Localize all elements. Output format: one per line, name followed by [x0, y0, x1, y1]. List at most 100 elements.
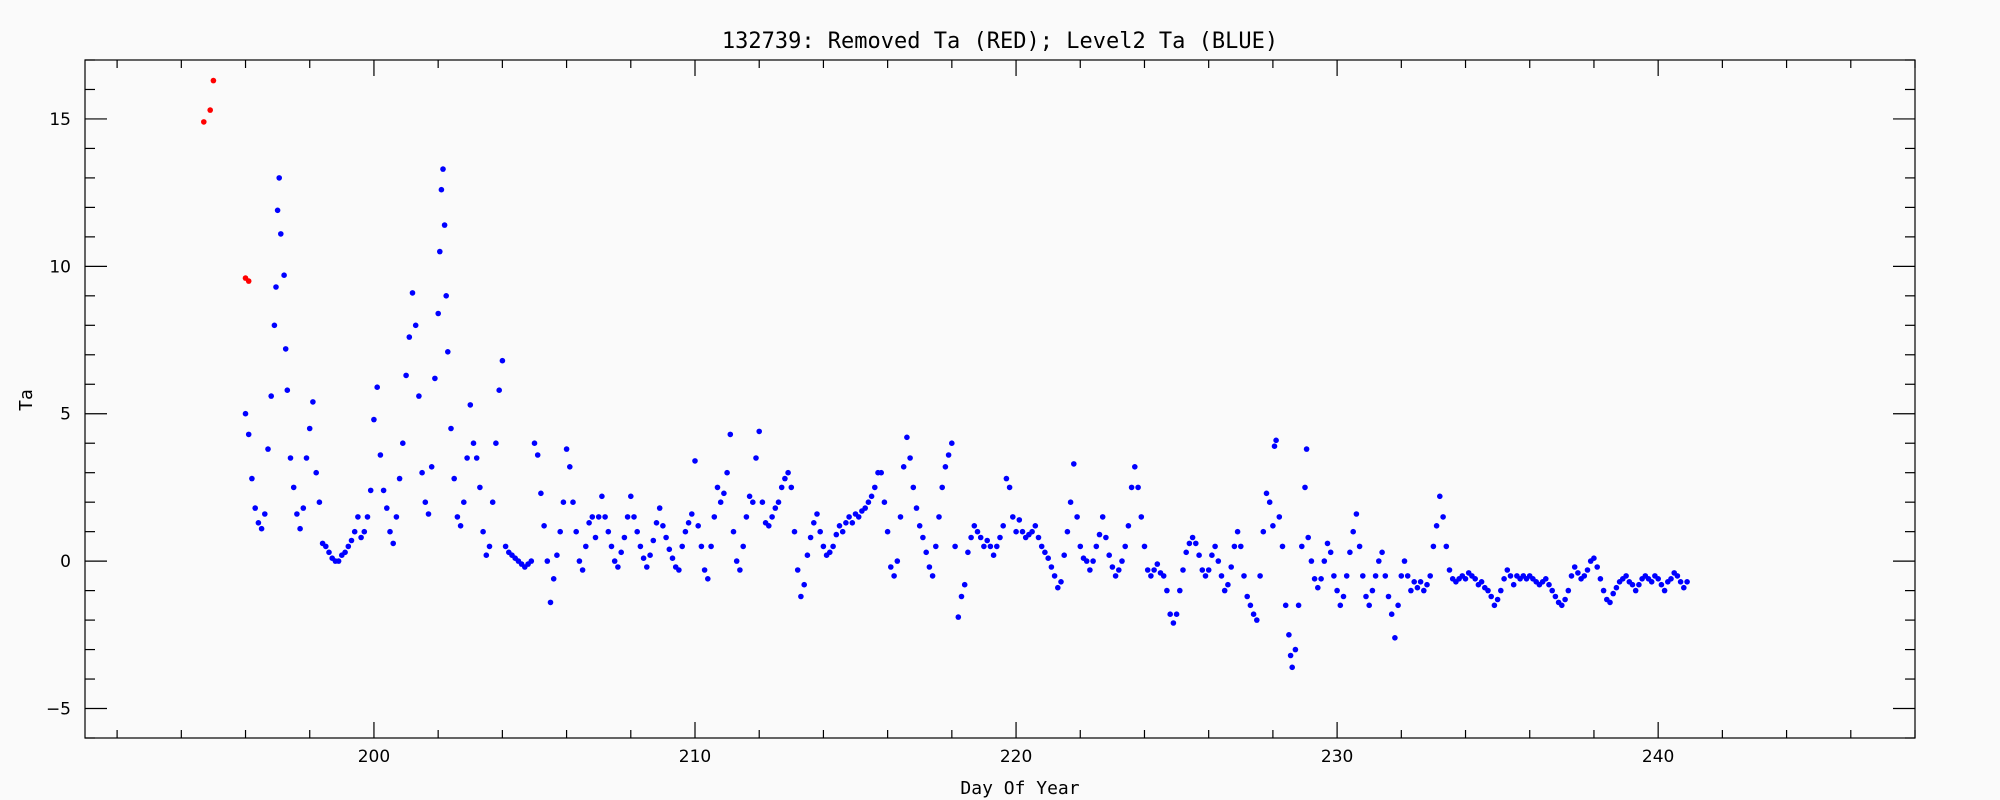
level2-point — [936, 514, 942, 520]
level2-point — [1189, 534, 1196, 541]
level2-point — [1106, 552, 1112, 558]
level2-point — [608, 543, 615, 550]
level2-point — [1029, 528, 1035, 535]
level2-point — [457, 523, 464, 529]
level2-point — [473, 455, 480, 461]
level2-point — [1343, 573, 1350, 579]
level2-point — [1485, 587, 1491, 594]
level2-point — [1257, 573, 1263, 579]
level2-point — [1193, 540, 1199, 547]
level2-point — [592, 534, 599, 541]
level2-point — [477, 484, 483, 491]
level2-point — [1116, 567, 1122, 573]
level2-point — [400, 440, 406, 447]
level2-point — [1064, 528, 1071, 535]
level2-point — [949, 440, 955, 447]
level2-point — [1122, 543, 1128, 550]
level2-point — [255, 520, 262, 526]
level2-point — [1507, 573, 1514, 579]
level2-point — [1632, 587, 1639, 594]
level2-point — [1135, 484, 1141, 491]
level2-point — [1119, 558, 1125, 564]
level2-point — [380, 487, 387, 494]
level2-point — [952, 543, 958, 550]
level2-point — [778, 484, 785, 491]
level2-point — [656, 505, 663, 511]
level2-point — [965, 549, 971, 556]
level2-point — [1144, 567, 1151, 573]
level2-point — [538, 490, 544, 497]
level2-point — [1051, 573, 1058, 579]
level2-point — [615, 564, 621, 570]
level2-point — [1321, 558, 1328, 564]
level2-point — [316, 499, 323, 506]
level2-point — [1552, 593, 1559, 600]
level2-point — [750, 499, 756, 506]
level2-point — [1337, 602, 1344, 609]
level2-point — [1498, 587, 1504, 594]
level2-point — [872, 484, 878, 491]
level2-point — [1010, 514, 1016, 520]
level2-point — [1571, 564, 1578, 570]
level2-point — [1164, 587, 1170, 594]
level2-point — [1228, 564, 1234, 570]
level2-point — [313, 469, 320, 476]
level2-point — [1327, 549, 1334, 556]
level2-point — [412, 322, 419, 329]
level2-point — [1549, 587, 1555, 594]
level2-point — [589, 514, 596, 520]
level2-point — [425, 511, 432, 517]
y-axis-label: Ta — [16, 389, 37, 411]
level2-point — [804, 552, 811, 558]
level2-point — [1353, 511, 1360, 517]
level2-point — [1215, 558, 1222, 564]
level2-point — [904, 434, 910, 441]
level2-point — [342, 549, 348, 556]
level2-point — [1019, 528, 1026, 535]
level2-point — [916, 523, 923, 529]
level2-point — [242, 410, 249, 417]
level2-point — [1401, 558, 1408, 564]
level2-point — [1677, 579, 1684, 585]
level2-point — [1061, 552, 1067, 558]
level2-point — [387, 528, 393, 535]
level2-point — [1109, 564, 1116, 570]
level2-point — [1600, 587, 1607, 594]
level2-point — [733, 558, 740, 564]
level2-point — [1260, 528, 1267, 535]
level2-point — [364, 514, 371, 520]
level2-point — [1087, 567, 1093, 573]
level2-point — [348, 537, 355, 544]
level2-point — [403, 372, 409, 379]
level2-point — [437, 248, 443, 255]
level2-point — [454, 514, 461, 520]
level2-point — [576, 558, 583, 564]
level2-point — [1183, 549, 1189, 556]
level2-point — [1658, 581, 1665, 588]
level2-point — [1270, 523, 1276, 529]
level2-point — [1404, 573, 1411, 579]
level2-point — [1311, 576, 1318, 582]
level2-point — [605, 528, 612, 535]
level2-point — [547, 599, 554, 606]
level2-point — [1295, 602, 1302, 609]
level2-point — [907, 455, 913, 461]
level2-point — [396, 475, 403, 482]
level2-point — [1167, 611, 1173, 617]
level2-point — [1392, 635, 1398, 641]
level2-point — [910, 484, 917, 491]
level2-point — [1276, 514, 1283, 520]
level2-point — [1324, 540, 1331, 547]
level2-point — [987, 543, 994, 550]
level2-point — [1559, 602, 1565, 609]
level2-point — [977, 534, 984, 541]
level2-point — [1668, 576, 1674, 582]
level2-point — [1112, 573, 1119, 579]
level2-point — [1090, 558, 1096, 564]
level2-point — [1430, 543, 1437, 550]
level2-point — [1376, 558, 1382, 564]
level2-point — [1292, 646, 1299, 653]
level2-point — [1331, 573, 1337, 579]
level2-point — [721, 490, 727, 497]
level2-point — [297, 525, 303, 532]
